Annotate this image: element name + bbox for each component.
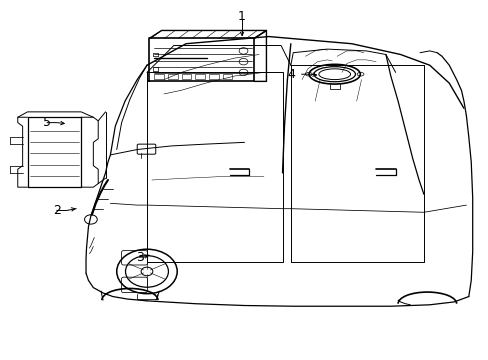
Bar <box>195 74 204 78</box>
Bar <box>181 74 191 78</box>
Bar <box>154 74 163 78</box>
Text: 5: 5 <box>43 116 51 129</box>
Text: 1: 1 <box>238 10 245 23</box>
Bar <box>208 74 218 78</box>
Bar <box>222 74 232 78</box>
Text: 4: 4 <box>286 68 294 81</box>
Text: 3: 3 <box>136 251 143 264</box>
Bar <box>167 74 177 78</box>
Text: 2: 2 <box>53 204 61 217</box>
